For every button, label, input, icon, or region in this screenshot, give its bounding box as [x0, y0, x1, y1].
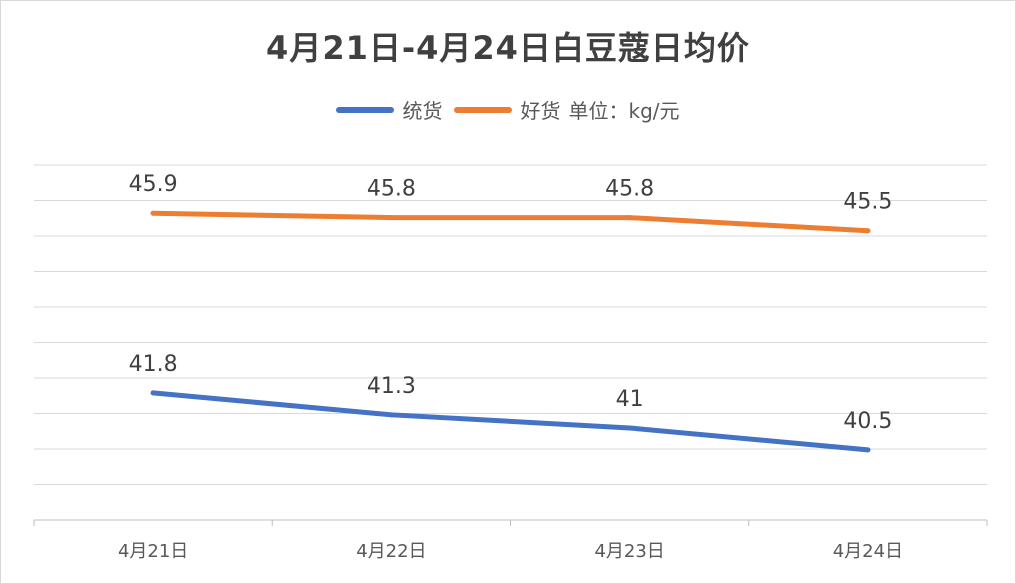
unit-label: 单位：kg/元 — [568, 99, 680, 123]
data-point — [865, 228, 871, 234]
data-point — [627, 425, 633, 431]
data-point — [865, 447, 871, 453]
x-tick-label: 4月23日 — [594, 541, 664, 562]
data-point — [388, 412, 394, 418]
data-label: 41.3 — [367, 374, 416, 399]
data-point — [388, 215, 394, 221]
data-label: 41.8 — [129, 352, 178, 377]
data-label: 45.8 — [367, 177, 416, 202]
x-tick-label: 4月24日 — [833, 541, 903, 562]
legend-swatch-series-0 — [336, 106, 395, 113]
legend-item-series-0: 统货 — [336, 95, 442, 124]
chart-title: 4月21日-4月24日白豆蔻日均价 — [266, 29, 750, 67]
data-label: 45.9 — [129, 172, 178, 197]
series-line-0 — [150, 390, 871, 453]
data-point — [150, 210, 156, 216]
legend-label-series-0: 统货 — [402, 99, 443, 123]
data-point — [150, 390, 156, 396]
chart-legend: 统货 好货 单位：kg/元 — [1, 95, 1015, 124]
x-tick-label: 4月21日 — [118, 541, 188, 562]
data-point — [627, 215, 633, 221]
x-tick-label: 4月22日 — [356, 541, 426, 562]
legend-swatch-series-1 — [454, 106, 513, 113]
data-label: 41 — [616, 387, 644, 412]
legend-label-series-1: 好货 — [520, 99, 561, 123]
data-label: 40.5 — [843, 409, 892, 434]
data-label: 45.8 — [605, 177, 654, 202]
data-label: 45.5 — [843, 190, 892, 215]
legend-item-series-1: 好货 单位：kg/元 — [454, 95, 680, 124]
series-line-1 — [150, 210, 871, 234]
